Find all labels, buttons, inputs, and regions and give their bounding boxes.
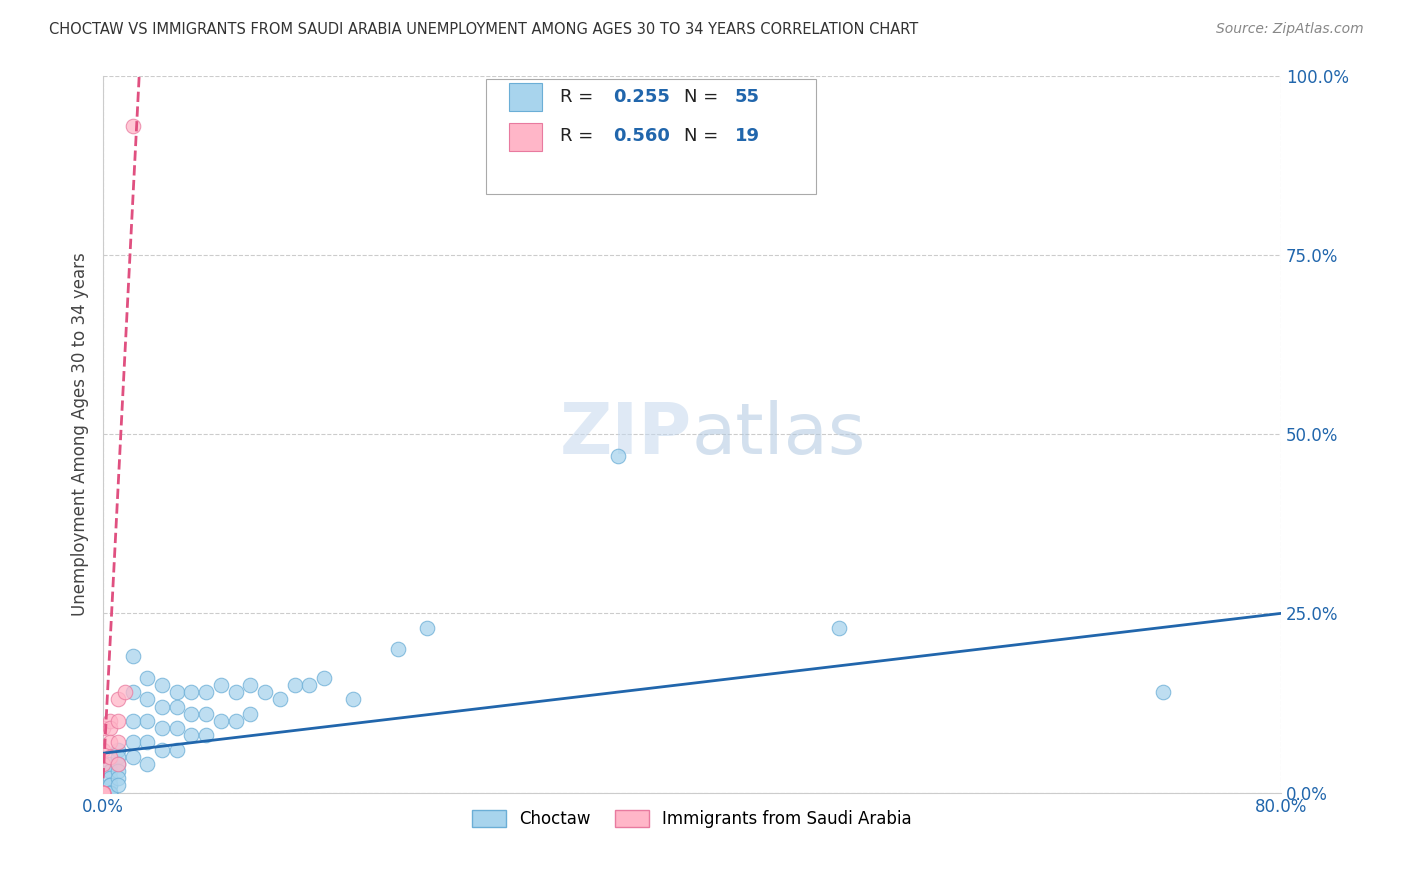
Point [166,721,188,735]
Text: R =: R = [560,128,599,145]
Point [298,678,321,692]
Point [254,685,277,699]
Point [136,735,159,749]
Point [136,714,159,728]
Point [100,779,122,793]
Point [195,706,218,721]
Y-axis label: Unemployment Among Ages 30 to 34 years: Unemployment Among Ages 30 to 34 years [72,252,89,616]
Point [150,721,173,735]
Point [91,721,114,735]
Point [91,786,114,800]
FancyBboxPatch shape [509,83,543,112]
Point [150,699,173,714]
Point [114,685,136,699]
FancyBboxPatch shape [486,79,815,194]
Point [166,742,188,756]
Point [100,721,122,735]
Point [100,735,122,749]
Point [180,685,202,699]
Point [195,685,218,699]
Point [100,786,122,800]
Text: Source: ZipAtlas.com: Source: ZipAtlas.com [1216,22,1364,37]
Point [166,685,188,699]
Point [107,714,129,728]
Point [100,772,122,786]
Point [150,678,173,692]
Point [91,742,114,756]
Point [121,714,143,728]
Text: 19: 19 [734,128,759,145]
Point [100,749,122,764]
Point [121,119,143,133]
Point [121,749,143,764]
Text: 55: 55 [734,88,759,106]
Text: R =: R = [560,88,599,106]
Text: atlas: atlas [692,400,866,468]
Point [100,779,122,793]
Text: ZIP: ZIP [560,400,692,468]
Point [239,678,262,692]
Point [166,699,188,714]
Point [312,671,335,685]
Point [225,714,247,728]
Point [283,678,305,692]
Point [342,692,364,706]
Point [91,786,114,800]
Point [225,685,247,699]
Point [209,714,232,728]
Point [121,735,143,749]
Point [107,756,129,771]
Text: 0.255: 0.255 [613,88,671,106]
Point [416,621,439,635]
Legend: Choctaw, Immigrants from Saudi Arabia: Choctaw, Immigrants from Saudi Arabia [465,803,918,835]
Point [91,756,114,771]
Point [136,671,159,685]
Point [136,692,159,706]
Text: N =: N = [683,88,724,106]
Point [107,772,129,786]
Point [91,786,114,800]
Point [91,786,114,800]
Text: CHOCTAW VS IMMIGRANTS FROM SAUDI ARABIA UNEMPLOYMENT AMONG AGES 30 TO 34 YEARS C: CHOCTAW VS IMMIGRANTS FROM SAUDI ARABIA … [49,22,918,37]
Point [100,764,122,779]
Point [107,764,129,779]
Point [91,786,114,800]
Point [209,678,232,692]
Point [107,749,129,764]
Point [107,779,129,793]
Point [180,728,202,742]
Point [269,692,291,706]
Point [180,706,202,721]
Point [387,642,409,657]
Point [607,449,630,463]
Point [239,706,262,721]
Point [828,621,851,635]
Point [100,756,122,771]
Point [150,742,173,756]
FancyBboxPatch shape [509,123,543,151]
Point [195,728,218,742]
Point [1152,685,1174,699]
Point [121,685,143,699]
Point [107,735,129,749]
Point [107,756,129,771]
Point [100,786,122,800]
Point [100,714,122,728]
Point [121,649,143,664]
Point [107,742,129,756]
Text: 0.560: 0.560 [613,128,671,145]
Point [91,786,114,800]
Point [100,786,122,800]
Text: N =: N = [683,128,724,145]
Point [107,692,129,706]
Point [136,756,159,771]
